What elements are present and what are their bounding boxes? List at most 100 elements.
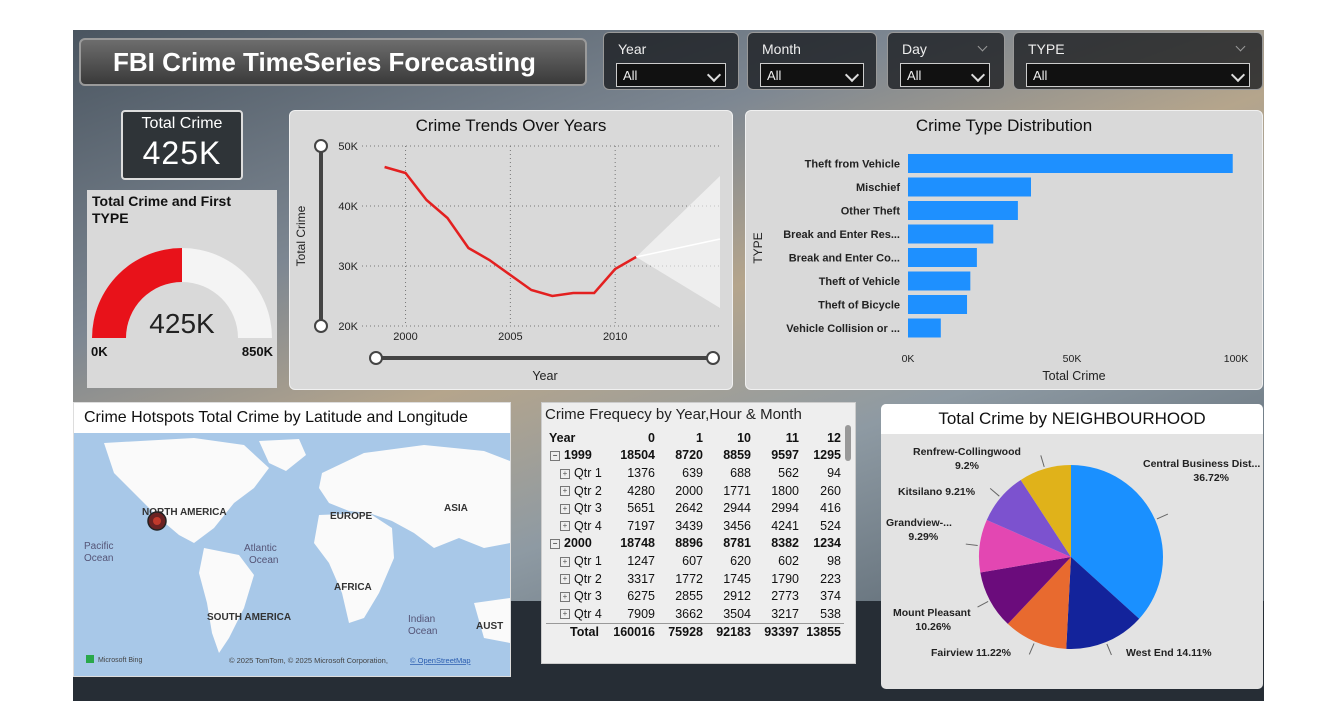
matrix-cell: 7197 xyxy=(627,518,655,533)
matrix-cell: 3217 xyxy=(771,606,799,621)
forecast-confidence-band xyxy=(636,176,720,308)
expand-icon[interactable]: + xyxy=(560,591,570,602)
expand-icon[interactable]: + xyxy=(560,486,570,497)
expand-icon[interactable]: + xyxy=(560,468,570,479)
slicer-day[interactable]: Day All xyxy=(887,32,1005,90)
matrix-panel: Crime Frequecy by Year,Hour & Month Year… xyxy=(541,402,856,664)
expand-icon[interactable]: + xyxy=(560,556,570,567)
matrix-col-header[interactable]: Year xyxy=(549,430,576,445)
map-label-asia: ASIA xyxy=(444,503,468,514)
matrix-cell: 7909 xyxy=(627,606,655,621)
type-bar[interactable] xyxy=(908,271,971,291)
slicer-type-dropdown[interactable]: All xyxy=(1026,63,1250,87)
north-america-landmass xyxy=(104,438,269,543)
slicer-type[interactable]: TYPE All xyxy=(1013,32,1263,90)
matrix-cell: 94 xyxy=(827,465,841,480)
type-bar[interactable] xyxy=(908,318,941,338)
pie-slice[interactable] xyxy=(980,557,1071,624)
type-bar[interactable] xyxy=(908,154,1233,173)
matrix-row-label: Qtr 1 xyxy=(574,465,602,480)
trend-y-tick-label: 30K xyxy=(338,261,358,273)
matrix-col-header[interactable]: 1 xyxy=(696,430,703,445)
matrix-total-label: Total xyxy=(546,622,610,642)
slicer-day-dropdown[interactable]: All xyxy=(900,63,990,87)
collapse-icon[interactable]: − xyxy=(550,539,560,550)
y-range-slider-handle-top[interactable] xyxy=(314,139,328,153)
map-label-north-america: NORTH AMERICA xyxy=(142,507,227,518)
slicer-year-dropdown[interactable]: All xyxy=(616,63,726,87)
slicer-month[interactable]: Month All xyxy=(747,32,877,90)
matrix-cell: 374 xyxy=(820,589,841,604)
x-range-slider-handle-left[interactable] xyxy=(369,351,383,365)
pie-leader-line xyxy=(977,600,989,608)
types-x-tick-label: 50K xyxy=(1063,353,1082,365)
map-label-europe: EUROPE xyxy=(330,511,373,522)
map-label-atlantic-2: Ocean xyxy=(249,555,278,566)
type-category-label: Mischief xyxy=(856,182,900,194)
expand-icon[interactable]: + xyxy=(560,521,570,532)
type-bar[interactable] xyxy=(908,224,994,244)
matrix-total-cell: 160016 xyxy=(610,622,658,642)
crime-matrix: Year 0 1 10 11 12 −1999 18504 8720 8859 9597… xyxy=(546,429,844,642)
openstreetmap-link[interactable]: © OpenStreetMap xyxy=(410,656,471,665)
pie-leader-line xyxy=(989,488,1000,497)
africa-landmass xyxy=(314,513,394,623)
matrix-cell: 4241 xyxy=(771,518,799,533)
matrix-cell: 3504 xyxy=(723,606,751,621)
pie-slice[interactable] xyxy=(979,519,1071,573)
bing-logo-icon xyxy=(86,655,94,663)
matrix-col-header[interactable]: 11 xyxy=(785,430,799,445)
matrix-row-label: Qtr 3 xyxy=(574,501,602,516)
trend-x-axis-title: Year xyxy=(532,369,557,383)
crime-trend-line[interactable] xyxy=(384,165,637,298)
bing-attribution: Microsoft Bing xyxy=(98,657,142,664)
matrix-scrollbar[interactable] xyxy=(845,425,851,461)
type-bar[interactable] xyxy=(908,295,968,314)
type-bar[interactable] xyxy=(908,201,1018,220)
map-title-bar: Crime Hotspots Total Crime by Latitude a… xyxy=(74,403,510,433)
matrix-cell: 602 xyxy=(778,553,799,568)
matrix-col-header[interactable]: 10 xyxy=(737,430,751,445)
pie-slice[interactable] xyxy=(1020,465,1071,557)
matrix-row-label-cell: + Qtr 2 xyxy=(546,570,610,588)
pie-slice[interactable] xyxy=(1007,557,1071,649)
expand-icon[interactable]: + xyxy=(560,574,570,585)
trend-title: Crime Trends Over Years xyxy=(415,116,607,135)
map-panel[interactable]: Crime Hotspots Total Crime by Latitude a… xyxy=(73,402,511,677)
type-bar[interactable] xyxy=(908,177,1031,197)
pie-slice[interactable] xyxy=(1071,465,1163,619)
matrix-cell: 1247 xyxy=(627,553,655,568)
trend-y-axis-title: Total Crime xyxy=(294,205,308,266)
pie-slice[interactable] xyxy=(986,479,1071,557)
map-label-pacific-2: Ocean xyxy=(84,553,113,564)
matrix-col-header[interactable]: 12 xyxy=(827,430,841,445)
matrix-row-label-cell: −2000 xyxy=(546,535,610,553)
x-range-slider-handle-right[interactable] xyxy=(706,351,720,365)
forecast-line xyxy=(635,238,721,258)
matrix-row-label-cell: + Qtr 4 xyxy=(546,517,610,535)
slicer-type-value: All xyxy=(1033,67,1048,83)
matrix-row-label-cell: + Qtr 1 xyxy=(546,552,610,570)
slicer-day-value: All xyxy=(907,67,922,83)
slicer-type-label: TYPE xyxy=(1028,41,1065,57)
trend-y-tick-label: 20K xyxy=(338,321,358,333)
gauge-max-label: 850K xyxy=(242,344,274,359)
world-map[interactable]: NORTH AMERICA EUROPE ASIA AFRICA SOUTH A… xyxy=(74,433,510,676)
matrix-cell: 98 xyxy=(827,553,841,568)
trend-chart: Total Crime Year 20K 30K 40K 50K 2000 2005 201… xyxy=(294,139,721,383)
expand-icon[interactable]: + xyxy=(560,503,570,514)
matrix-row-label-cell: + Qtr 3 xyxy=(546,587,610,605)
matrix-cell: 8382 xyxy=(771,536,799,551)
collapse-icon[interactable]: − xyxy=(550,451,560,462)
y-range-slider-handle-bottom[interactable] xyxy=(314,319,328,333)
matrix-total-row: Total 160016 75928 92183 93397 13855 xyxy=(546,622,844,642)
expand-icon[interactable]: + xyxy=(560,609,570,620)
pie-slice[interactable] xyxy=(1066,557,1140,649)
page-title: FBI Crime TimeSeries Forecasting xyxy=(79,38,587,86)
slicer-year[interactable]: Year All xyxy=(603,32,739,90)
matrix-cell: 538 xyxy=(820,606,841,621)
matrix-col-header[interactable]: 0 xyxy=(648,430,655,445)
slicer-month-dropdown[interactable]: All xyxy=(760,63,864,87)
type-bar[interactable] xyxy=(908,248,977,267)
matrix-total-cell: 13855 xyxy=(802,622,844,642)
